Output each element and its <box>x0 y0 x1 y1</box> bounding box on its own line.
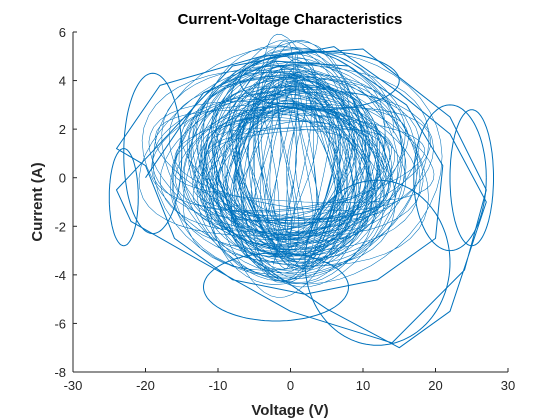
y-tick-label: 0 <box>59 171 66 186</box>
data-series-loop-6 <box>202 252 349 322</box>
data-series-loop-1 <box>449 109 494 247</box>
y-tick-label: 4 <box>59 74 66 89</box>
data-series-loop-2 <box>108 148 139 247</box>
y-tick-label: -4 <box>54 268 66 283</box>
y-axis-label: Current (A) <box>29 162 46 241</box>
chart-title: Current-Voltage Characteristics <box>178 11 403 28</box>
y-tick-label: -6 <box>54 316 66 331</box>
x-axis-label: Voltage (V) <box>251 402 328 419</box>
y-tick-label: -2 <box>54 219 66 234</box>
x-tick-label: 30 <box>501 378 515 393</box>
y-tick-label: 2 <box>59 122 66 137</box>
x-tick-label: 10 <box>356 378 370 393</box>
y-tick-label: 6 <box>59 25 66 40</box>
data-series-loop-4 <box>304 179 451 346</box>
x-tick-label: -20 <box>136 378 155 393</box>
x-tick-label: -10 <box>209 378 228 393</box>
data-series-dense-core <box>138 33 443 298</box>
y-tick-label: -8 <box>54 365 66 380</box>
x-tick-label: 20 <box>428 378 442 393</box>
data-series-outer-loops <box>116 46 487 349</box>
x-tick-label: 0 <box>287 378 294 393</box>
data-series-loop-3 <box>123 72 183 235</box>
plot-area <box>108 33 494 349</box>
data-series-loop-5 <box>239 50 400 111</box>
x-tick-label: -30 <box>64 378 83 393</box>
data-series-loop-0 <box>413 104 487 252</box>
